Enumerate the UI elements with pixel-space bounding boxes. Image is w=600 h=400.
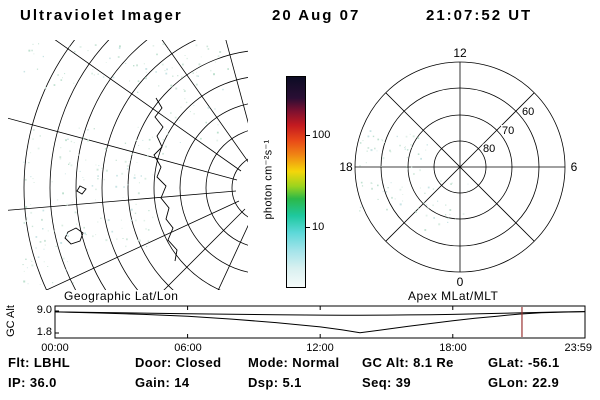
strip-ytick-1p8: 1.8: [36, 326, 52, 338]
strip-xtick-2359: 23:59: [564, 342, 592, 354]
left-panel-title: Geographic Lat/Lon: [64, 289, 179, 303]
colorbar-tick-10: [305, 227, 310, 228]
geographic-map-panel: [8, 40, 248, 290]
status-flt: Flt: LBHL: [8, 355, 71, 370]
status-door: Door: Closed: [135, 355, 222, 370]
strip-xtick-0000: 00:00: [41, 342, 69, 354]
uv-emission-speckles: [22, 43, 229, 285]
ring-label-60: 60: [522, 106, 534, 118]
geo-grid: [8, 40, 248, 290]
right-panel-title: Apex MLat/MLT: [408, 289, 499, 303]
ring-label-70: 70: [502, 125, 514, 137]
curve-gc-alt-re-: [54, 311, 586, 334]
mlt-label-18: 18: [339, 160, 353, 174]
strip-xtick-1200: 12:00: [306, 342, 334, 354]
status-glat: GLat: -56.1: [488, 355, 560, 370]
mlt-label-0: 0: [457, 275, 464, 289]
status-seq: Seq: 39: [362, 375, 412, 390]
ring-label-80: 80: [483, 143, 495, 155]
status-gcalt: GC Alt: 8.1 Re: [362, 355, 454, 370]
strip-box: [54, 305, 586, 339]
app-title: Ultraviolet Imager: [20, 7, 183, 24]
colorbar-tick-100: [305, 135, 310, 136]
header-date: 20 Aug 07: [272, 7, 361, 24]
mlt-label-12: 12: [453, 46, 467, 60]
status-glon: GLon: 22.9: [488, 375, 560, 390]
status-ip: IP: 36.0: [8, 375, 57, 390]
status-dsp: Dsp: 5.1: [248, 375, 302, 390]
header-time: 21:07:52 UT: [426, 7, 533, 24]
uv-emission-speckles-polar: [359, 130, 469, 231]
apex-polar-panel: 12 18 6 0 60 70 80: [339, 46, 578, 289]
mlt-label-6: 6: [571, 160, 578, 174]
status-gain: Gain: 14: [135, 375, 190, 390]
coastline: [64, 97, 178, 262]
strip-ylabel: GC Alt: [5, 305, 17, 337]
colorbar-tick-label-100: 100: [312, 129, 331, 141]
strip-xtick-1800: 18:00: [439, 342, 467, 354]
curve-upper-envelope-curve: [54, 311, 586, 316]
polar-grid: [354, 61, 566, 273]
intensity-colorbar: [286, 76, 306, 288]
strip-ytick-9: 9.0: [36, 304, 52, 316]
strip-xtick-0600: 06:00: [174, 342, 202, 354]
status-mode: Mode: Normal: [248, 355, 340, 370]
colorbar-tick-label-10: 10: [312, 221, 325, 233]
